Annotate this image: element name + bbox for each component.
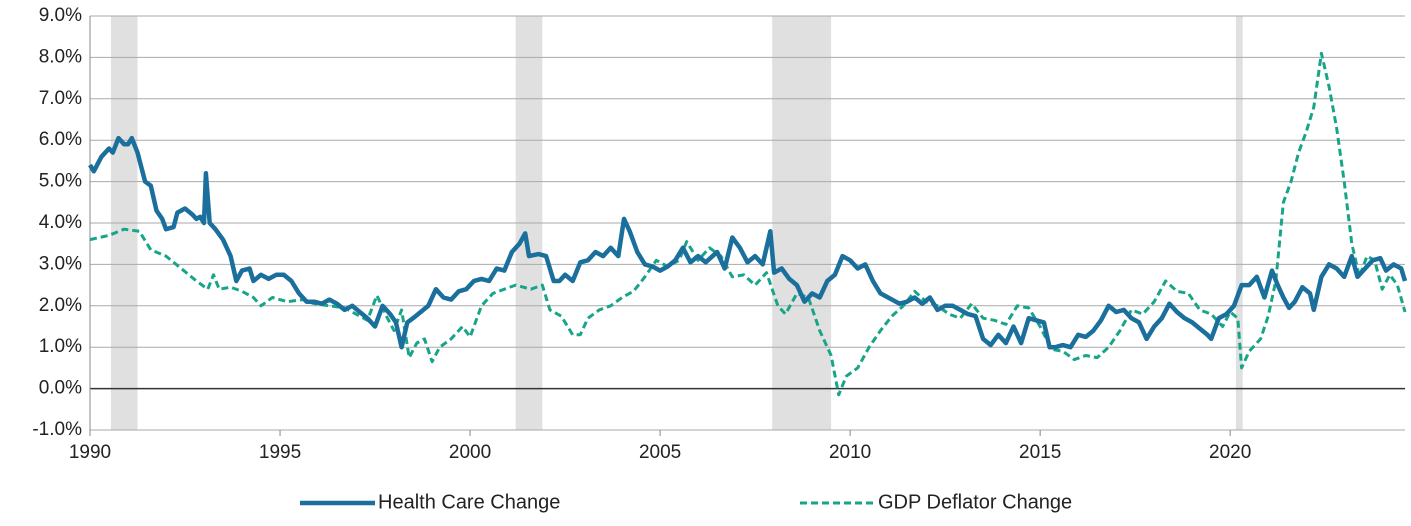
legend: Health Care Change GDP Deflator Change	[300, 491, 1072, 513]
legend-label: GDP Deflator Change	[878, 491, 1072, 513]
y-tick-label: 8.0%	[39, 46, 82, 67]
x-tick-label: 1995	[259, 442, 301, 463]
x-tick-label: 2015	[1019, 442, 1061, 463]
y-tick-label: 2.0%	[39, 295, 82, 316]
x-tick-label: 2010	[829, 442, 871, 463]
line	[88, 135, 1408, 350]
y-tick-label: 6.0%	[39, 129, 82, 150]
y-tick-label: 4.0%	[39, 212, 82, 233]
x-tick-label: 2005	[639, 442, 681, 463]
legend-label: Health Care Change	[378, 491, 560, 513]
x-tick-label: 2000	[449, 442, 491, 463]
y-tick-label: 0.0%	[39, 378, 82, 399]
x-tick-label: 2020	[1209, 442, 1251, 463]
x-tick-label: 1990	[69, 442, 111, 463]
y-tick-label: 5.0%	[39, 171, 82, 192]
line	[89, 51, 1407, 397]
y-tick-label: 7.0%	[39, 88, 82, 109]
y-tick-label: 9.0%	[39, 5, 82, 26]
y-tick-label: -1.0%	[32, 419, 82, 440]
y-tick-label: 1.0%	[39, 336, 82, 357]
y-tick-label: 3.0%	[39, 253, 82, 274]
